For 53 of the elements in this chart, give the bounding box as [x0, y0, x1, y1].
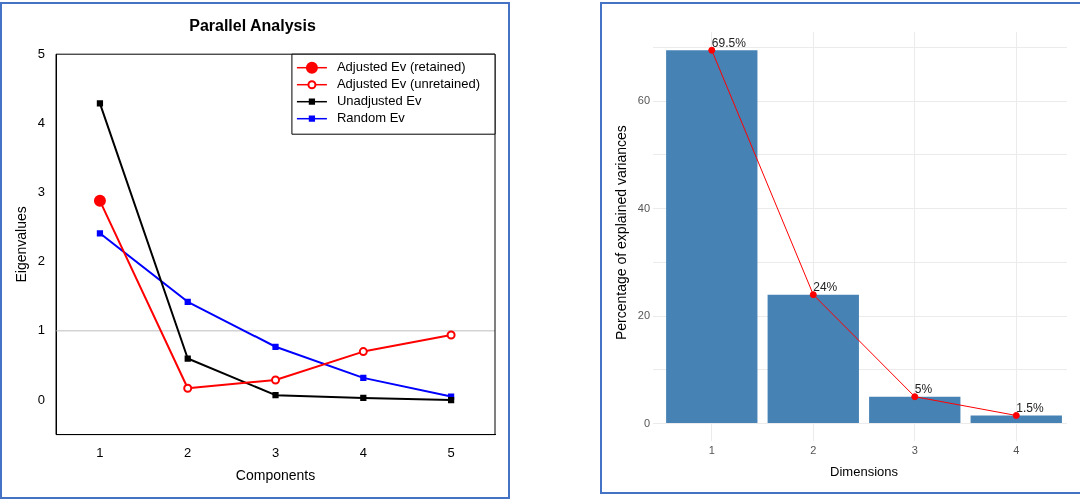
x-tick-label: 3 — [911, 443, 918, 456]
data-label: 24% — [813, 279, 838, 294]
y-tick-label: 0 — [37, 391, 46, 407]
x-axis-title: Components — [235, 467, 316, 484]
x-tick-label: 1 — [708, 443, 715, 456]
point — [358, 347, 368, 357]
point — [184, 355, 191, 362]
x-tick-label: 3 — [271, 444, 280, 460]
y-tick-label: 40 — [637, 201, 651, 214]
point — [446, 330, 456, 340]
bar — [970, 415, 1062, 424]
point — [272, 392, 279, 399]
y-tick-label: 60 — [637, 94, 651, 107]
x-tick-label: 2 — [184, 444, 192, 460]
y-tick-label: 2 — [37, 253, 46, 269]
point — [708, 46, 716, 54]
data-label: 1.5% — [1016, 400, 1044, 415]
y-tick-label: 1 — [37, 322, 46, 338]
point — [96, 100, 104, 107]
y-tick-label: 3 — [37, 184, 46, 200]
x-tick-label: 1 — [96, 444, 104, 460]
y-axis-title: Eigenvalues — [13, 206, 30, 283]
point — [911, 393, 919, 401]
point — [271, 375, 281, 385]
point — [96, 230, 104, 237]
y-tick-label: 20 — [637, 309, 651, 322]
legend-label: Unadjusted Ev — [336, 93, 422, 109]
chart-title: Parallel Analysis — [189, 17, 316, 35]
x-tick-label: 2 — [810, 443, 817, 456]
data-label: 5% — [914, 381, 933, 396]
data-label: 69.5% — [711, 35, 747, 50]
y-tick-label: 4 — [37, 114, 46, 130]
legend-label: Adjusted Ev (unretained) — [336, 76, 481, 92]
point — [183, 383, 193, 393]
point — [360, 374, 367, 382]
bar — [666, 50, 758, 424]
legend-label: Adjusted Ev (retained) — [336, 59, 466, 75]
y-tick-label: 0 — [643, 416, 651, 429]
y-tick-label: 5 — [37, 45, 46, 61]
y-axis-title: Percentage of explained variances — [613, 125, 630, 341]
point — [447, 396, 455, 404]
legend-label: Random Ev — [336, 110, 406, 126]
x-tick-label: 4 — [1013, 443, 1020, 456]
point — [184, 298, 191, 305]
bar — [869, 396, 961, 424]
x-tick-label: 4 — [359, 444, 367, 460]
x-tick-label: 5 — [447, 444, 455, 460]
point — [360, 394, 367, 402]
bar — [767, 294, 859, 424]
point — [1012, 411, 1020, 419]
point — [272, 343, 279, 350]
x-axis-title: Dimensions — [830, 463, 899, 479]
point — [809, 291, 817, 299]
